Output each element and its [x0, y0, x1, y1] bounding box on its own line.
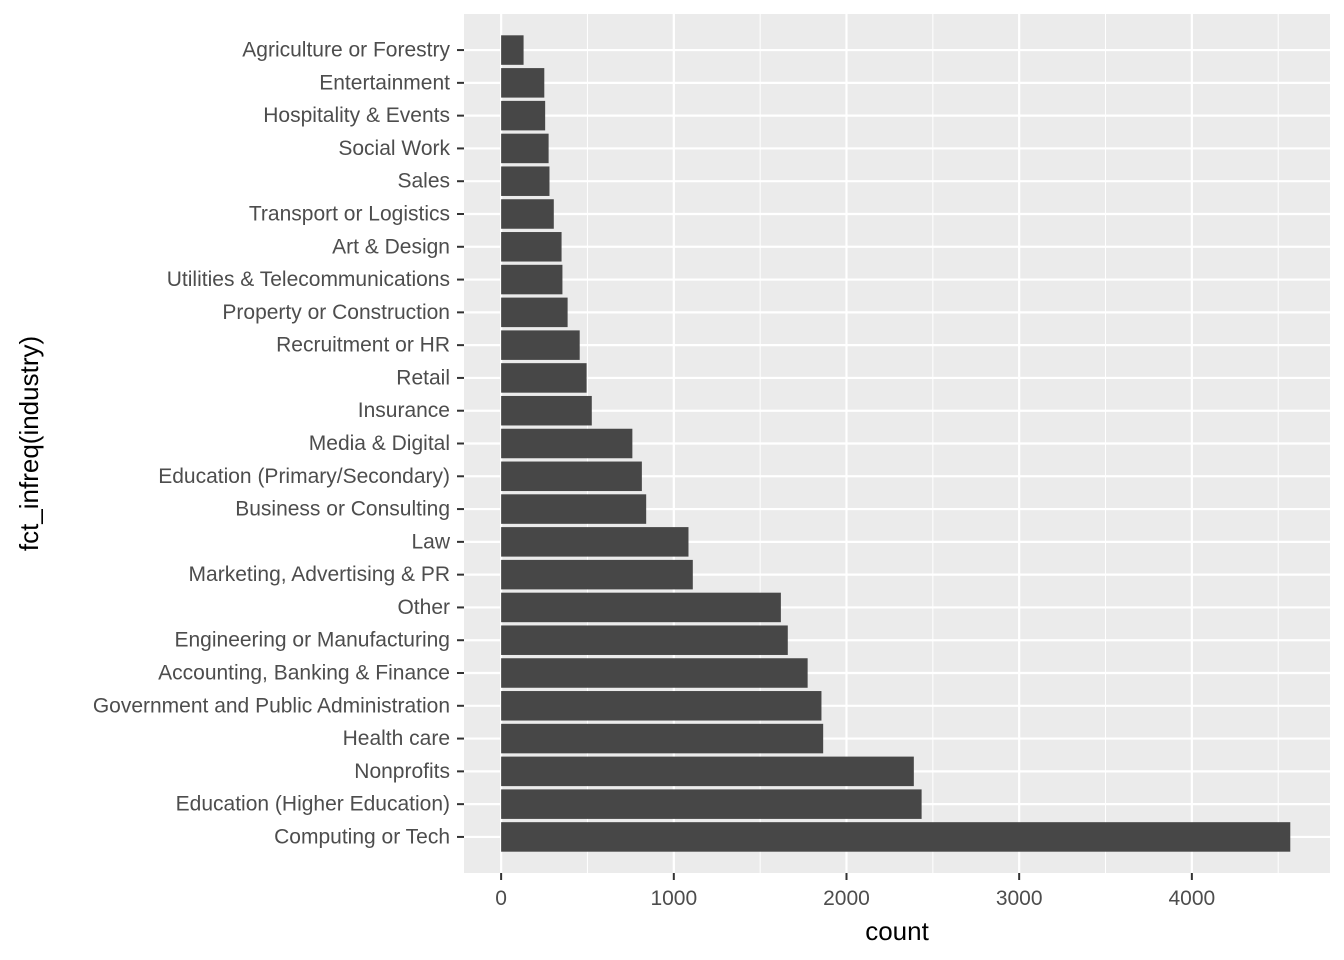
bar [501, 461, 642, 492]
bar [501, 723, 824, 754]
y-tick-label: Accounting, Banking & Finance [158, 662, 450, 685]
y-tick-label: Entertainment [319, 71, 450, 94]
x-axis: 0 1000 2000 3000 4000 [495, 873, 1215, 910]
y-tick-label: Education (Primary/Secondary) [158, 465, 450, 488]
y-tick-label: Sales [397, 170, 450, 193]
bar [501, 494, 647, 524]
y-tick-label: Engineering or Manufacturing [174, 629, 450, 652]
y-tick-label: Media & Digital [309, 432, 450, 455]
bar [501, 559, 693, 590]
bar [501, 264, 563, 295]
y-tick-label: Education (Higher Education) [176, 793, 450, 816]
bar [501, 35, 524, 65]
bar [501, 363, 587, 393]
y-tick-label: Transport or Logistics [249, 202, 450, 225]
y-tick-label: Agriculture or Forestry [242, 39, 450, 62]
y-axis: Computing or Tech Education (Higher Educa… [93, 39, 464, 848]
x-tick-label: 4000 [1168, 887, 1215, 910]
y-tick-label: Computing or Tech [274, 825, 450, 848]
bar [501, 756, 914, 787]
y-tick-label: Law [411, 530, 450, 553]
y-tick-label: Business or Consulting [235, 498, 450, 521]
bar [501, 691, 822, 721]
y-tick-label: Government and Public Administration [93, 694, 450, 717]
y-tick-label: Marketing, Advertising & PR [189, 563, 450, 586]
bar [501, 232, 562, 262]
bar [501, 592, 781, 623]
x-tick-label: 3000 [996, 887, 1043, 910]
x-tick-label: 0 [495, 887, 507, 910]
bar [501, 133, 549, 164]
x-tick-label: 1000 [650, 887, 697, 910]
bar [501, 658, 808, 688]
y-tick-label: Social Work [338, 137, 450, 160]
bar [501, 822, 1291, 852]
x-tick-label: 2000 [823, 887, 870, 910]
bar [501, 297, 568, 328]
bar [501, 199, 554, 229]
y-tick-label: Art & Design [332, 235, 450, 258]
y-tick-label: Retail [396, 366, 450, 389]
bar [501, 395, 592, 426]
bar [501, 166, 550, 196]
y-tick-label: Insurance [358, 399, 450, 422]
y-tick-label: Utilities & Telecommunications [167, 268, 450, 291]
y-tick-label: Health care [343, 727, 450, 750]
bar [501, 789, 922, 819]
y-tick-label: Other [397, 596, 450, 619]
y-axis-title: fct_infreq(industry) [14, 336, 44, 551]
bar [501, 527, 689, 557]
y-tick-label: Recruitment or HR [276, 334, 450, 357]
bar [501, 330, 580, 360]
bars [501, 35, 1291, 852]
bar [501, 68, 545, 98]
bar [501, 428, 633, 459]
x-axis-title: count [865, 916, 929, 946]
y-tick-label: Property or Construction [222, 301, 450, 324]
y-tick-label: Nonprofits [354, 760, 450, 783]
bar [501, 625, 788, 655]
y-tick-label: Hospitality & Events [263, 104, 450, 127]
bar [501, 100, 546, 131]
